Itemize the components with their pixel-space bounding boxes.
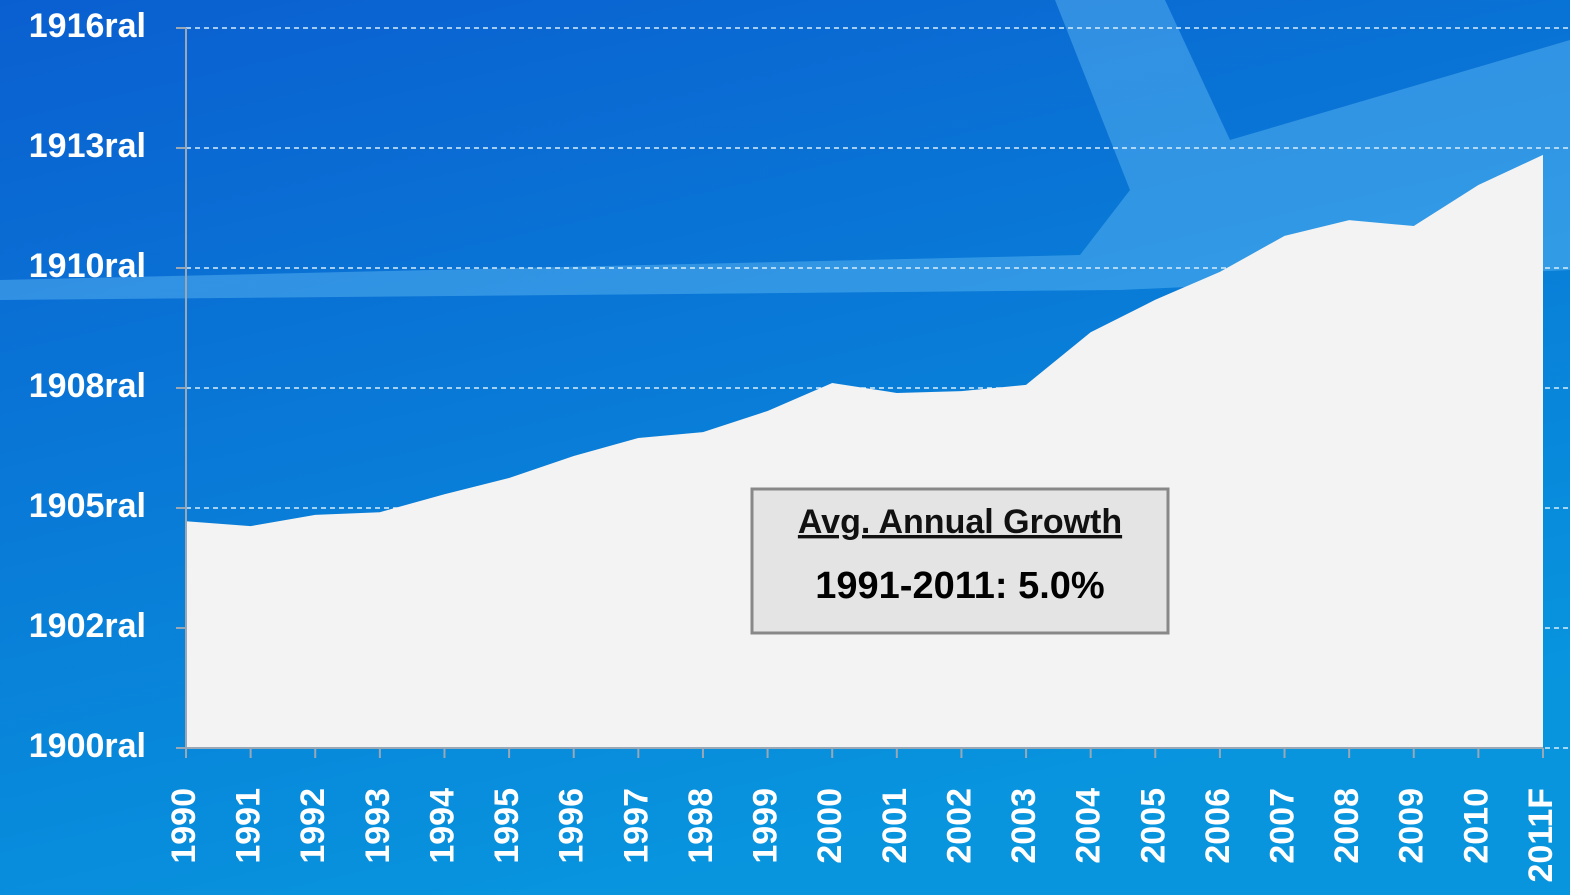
x-tick-label: 1992 <box>294 788 332 864</box>
x-tick-label: 2007 <box>1264 788 1302 864</box>
x-tick-label: 1990 <box>165 788 203 864</box>
airplane-illustration <box>0 0 1570 300</box>
y-tick-label: 1916ral <box>29 7 146 45</box>
annotation: Avg. Annual Growth 1991-2011: 5.0% <box>750 487 1170 635</box>
y-tick-label: 1913ral <box>29 127 146 165</box>
x-tick-label: 2002 <box>940 788 978 864</box>
annotation-box <box>750 487 1170 635</box>
x-tick-label: 2006 <box>1199 788 1237 864</box>
y-tick-label: 1902ral <box>29 607 146 645</box>
x-tick-label: 2000 <box>811 788 849 864</box>
x-tick-label: 2003 <box>1005 788 1043 864</box>
x-tick-label: 2009 <box>1393 788 1431 864</box>
annotation-text: 1991-2011: 5.0% <box>815 565 1104 607</box>
x-tick-label: 1994 <box>423 788 461 864</box>
x-tick-label: 2001 <box>876 788 914 864</box>
x-tick-label: 2010 <box>1457 788 1495 864</box>
annotation-title: Avg. Annual Growth <box>798 503 1122 541</box>
y-tick-label: 1910ral <box>29 247 146 285</box>
x-tick-label: 1999 <box>747 788 785 864</box>
x-tick-label: 2005 <box>1134 788 1172 864</box>
x-tick-label: 1993 <box>359 788 397 864</box>
x-tick-label: 2011F <box>1522 788 1560 883</box>
x-tick-label: 1996 <box>553 788 591 864</box>
x-tick-label: 1995 <box>488 788 526 864</box>
area <box>186 154 1543 748</box>
x-tick-label: 1991 <box>230 788 268 864</box>
y-tick-label: 1908ral <box>29 367 146 405</box>
x-tick-label: 1998 <box>682 788 720 864</box>
x-tick-label: 2004 <box>1070 788 1108 864</box>
y-tick-label: 1905ral <box>29 487 146 525</box>
x-tick-label: 1997 <box>617 788 655 864</box>
x-tick-label: 2008 <box>1328 788 1366 864</box>
y-tick-label: 1900ral <box>29 727 146 765</box>
